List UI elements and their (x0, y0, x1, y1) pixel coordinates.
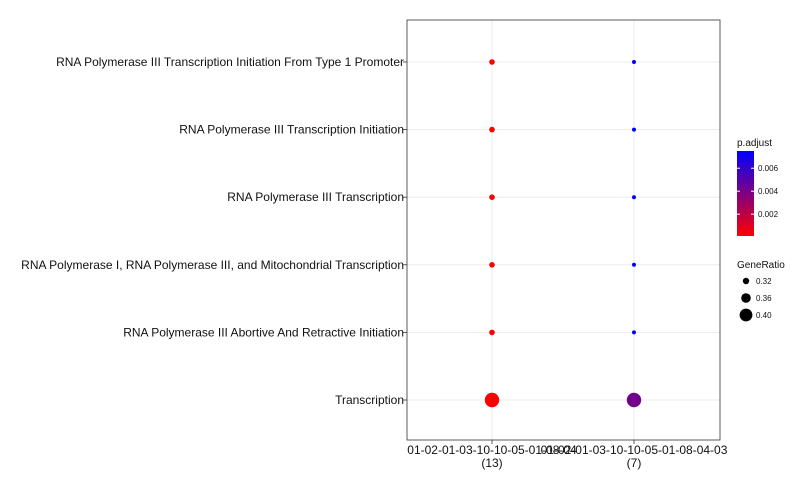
data-points (484, 59, 642, 408)
data-point (632, 262, 636, 267)
y-tick-label: RNA Polymerase III Abortive And Retracti… (123, 325, 404, 339)
data-point (632, 195, 636, 200)
color-legend-title: p.adjust (737, 138, 772, 149)
data-point (632, 330, 636, 335)
color-legend-tick-label: 0.004 (758, 187, 779, 196)
data-point (489, 59, 495, 65)
data-point (484, 392, 500, 408)
size-legend-keys: 0.32 0.36 0.40 (739, 277, 772, 322)
data-point (489, 194, 495, 200)
y-tick-label: RNA Polymerase I, RNA Polymerase III, an… (21, 258, 404, 272)
y-tick-label: RNA Polymerase III Transcription Initiat… (56, 55, 404, 69)
size-legend-label: 0.32 (756, 277, 772, 286)
data-point (489, 262, 495, 268)
x-axis-labels: 01-02-01-03-10-10-05-01-08-04(13) 01-02-0… (407, 440, 728, 470)
x-tick-label: 01-02-01-03-10-10-05-01-08-04 (407, 443, 577, 457)
y-tick-label: Transcription (335, 393, 404, 407)
size-legend-dot (742, 277, 750, 285)
size-legend-dot (739, 308, 753, 322)
color-legend-bar (737, 151, 754, 236)
size-legend-label: 0.36 (756, 294, 772, 303)
data-point (632, 60, 636, 64)
color-legend-tick-label: 0.002 (758, 210, 779, 219)
size-legend-title: GeneRatio (737, 260, 785, 271)
color-legend-tick-label: 0.006 (758, 164, 779, 173)
gridlines (407, 20, 720, 440)
data-point (489, 126, 495, 133)
x-tick-label: 01-02-01-03-10-10-05-01-08-04-03 (541, 443, 728, 457)
color-legend-ticks: 0.002 0.004 0.006 (737, 164, 779, 219)
plot-panel-border (406, 19, 721, 441)
y-tick-label: RNA Polymerase III Transcription Initiat… (179, 123, 404, 137)
y-tick-label: RNA Polymerase III Transcription (227, 190, 404, 204)
data-point (489, 329, 495, 336)
size-legend-dot (741, 293, 751, 303)
data-point (626, 392, 642, 408)
data-point (632, 127, 636, 132)
x-tick-count: (13) (481, 456, 502, 470)
size-legend-label: 0.40 (756, 311, 772, 320)
y-axis-labels: Transcription RNA Polymerase III Abortive… (21, 55, 407, 407)
x-tick-count: (7) (627, 456, 642, 470)
